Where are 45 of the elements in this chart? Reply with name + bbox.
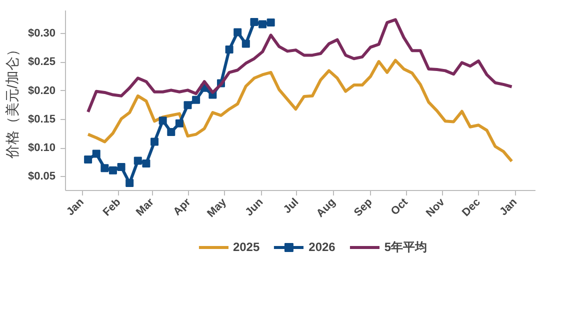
point: [167, 128, 176, 136]
x-tick-label: Sep: [352, 196, 375, 220]
line-series: [86, 18, 514, 114]
y-tick-label: $0.30: [28, 27, 56, 40]
point: [266, 18, 275, 27]
point: [184, 101, 192, 110]
y-tick-label: $0.05: [28, 170, 56, 183]
point: [100, 164, 109, 172]
point: [108, 166, 117, 174]
point: [126, 179, 134, 188]
y-tick-label: $0.10: [28, 142, 56, 154]
x-tick-label: Jan: [498, 196, 520, 218]
point: [158, 116, 167, 125]
legend-label: 2026: [308, 240, 336, 254]
point: [258, 20, 267, 28]
y-tick-label: $0.25: [28, 56, 56, 68]
point: [250, 18, 258, 26]
point: [117, 162, 126, 171]
x-tick-label: Feb: [100, 196, 124, 219]
legend-label: 5年平均: [384, 238, 428, 256]
x-tick-label: Mar: [134, 196, 157, 219]
x-tick-label: Apr: [171, 196, 194, 218]
y-tick-label: $0.15: [28, 113, 56, 126]
x-tick-label: Jul: [281, 196, 302, 216]
legend-label: 2025: [232, 240, 260, 254]
line-series: [86, 58, 514, 163]
point: [84, 156, 92, 164]
point: [134, 156, 142, 165]
point: [234, 28, 242, 36]
point: [242, 40, 250, 48]
point: [142, 160, 150, 168]
y-tick-label: $0.20: [28, 84, 56, 97]
point: [150, 138, 159, 146]
x-tick-label: Nov: [424, 196, 448, 220]
point: [225, 45, 234, 54]
x-tick-label: Jan: [64, 196, 87, 218]
x-tick-label: May: [205, 196, 230, 220]
x-tick-label: Jun: [243, 196, 266, 219]
x-tick-label: Aug: [314, 196, 338, 220]
y-axis-title: 价格（美元/加仑）: [4, 42, 20, 160]
point: [192, 96, 200, 104]
point: [175, 119, 184, 128]
x-tick-label: Dec: [460, 196, 483, 220]
x-tick-label: Oct: [388, 196, 411, 218]
point: [92, 150, 100, 158]
